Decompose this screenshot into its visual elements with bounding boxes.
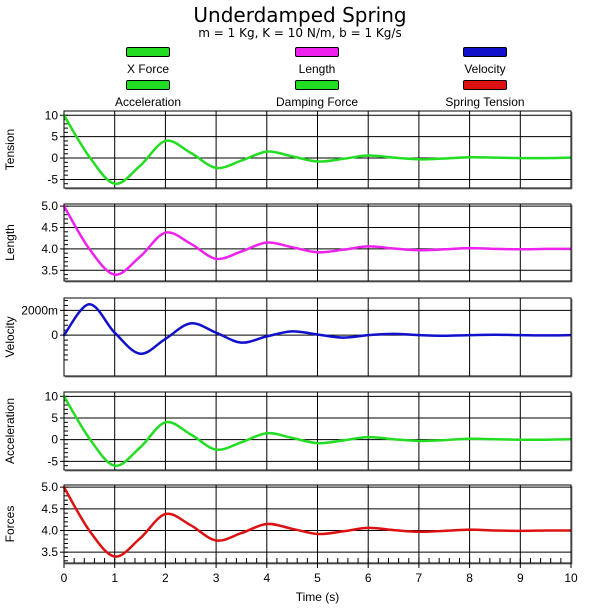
x-tick-label-3: 3 bbox=[213, 571, 220, 585]
y-tick-label-2-1: 2000m bbox=[21, 303, 58, 317]
legend-item-spring-tension[interactable]: Spring Tension bbox=[410, 80, 560, 114]
y-tick-label-4-0: 3.5 bbox=[41, 545, 58, 559]
y-tick-label-1-0: 3.5 bbox=[41, 263, 58, 277]
y-tick-label-0-1: 0 bbox=[51, 151, 58, 165]
series-line-2-0 bbox=[62, 302, 573, 355]
y-tick-label-3-0: -5 bbox=[47, 454, 58, 468]
y-tick-label-4-1: 4.0 bbox=[41, 524, 58, 538]
y-tick-label-1-1: 4.0 bbox=[41, 242, 58, 256]
plot-frame-1 bbox=[63, 203, 572, 282]
series-line-3-0 bbox=[62, 395, 573, 467]
legend-item-length[interactable]: Length bbox=[242, 47, 392, 81]
y-tick-label-4-2: 4.5 bbox=[41, 502, 58, 516]
x-tick-label-8: 8 bbox=[466, 571, 473, 585]
plot-frame-2 bbox=[63, 297, 572, 377]
y-axis-label-1: Length bbox=[3, 224, 17, 261]
chart-title: Underdamped Spring bbox=[193, 3, 407, 27]
chart-subtitle: m = 1 Kg, K = 10 N/m, b = 1 Kg/s bbox=[198, 26, 402, 40]
x-tick-label-6: 6 bbox=[365, 571, 372, 585]
y-axis-label-4: Forces bbox=[3, 506, 17, 543]
x-axis-label: Time (s) bbox=[296, 590, 340, 604]
series-line-1-0 bbox=[62, 204, 573, 276]
y-tick-label-0-2: 5 bbox=[51, 130, 58, 144]
x-tick-label-7: 7 bbox=[416, 571, 423, 585]
legend-swatch-spring-tension bbox=[463, 80, 507, 90]
legend-label-spring-tension: Spring Tension bbox=[445, 95, 525, 109]
x-tick-label-4: 4 bbox=[263, 571, 270, 585]
legend-item-acceleration[interactable]: Acceleration bbox=[73, 80, 223, 114]
y-axis-label-2: Velocity bbox=[3, 316, 17, 357]
legend-label-acceleration: Acceleration bbox=[114, 95, 182, 109]
x-tick-label-5: 5 bbox=[314, 571, 321, 585]
y-tick-label-1-3: 5.0 bbox=[41, 199, 58, 213]
y-axis-label-3: Acceleration bbox=[3, 398, 17, 464]
x-tick-label-2: 2 bbox=[162, 571, 169, 585]
x-tick-label-10: 10 bbox=[564, 571, 578, 585]
x-tick-label-0: 0 bbox=[61, 571, 68, 585]
y-tick-label-0-0: -5 bbox=[47, 172, 58, 186]
legend-swatch-velocity bbox=[463, 47, 507, 57]
y-tick-label-1-2: 4.5 bbox=[41, 221, 58, 235]
y-tick-label-2-0: 0 bbox=[51, 328, 58, 342]
legend-swatch-damping-force bbox=[295, 80, 339, 90]
y-tick-label-3-3: 10 bbox=[45, 389, 59, 403]
y-tick-label-4-3: 5.0 bbox=[41, 480, 58, 494]
y-axis-label-0: Tension bbox=[3, 129, 17, 170]
legend-item-x-force[interactable]: X Force bbox=[73, 47, 223, 81]
y-tick-label-3-2: 5 bbox=[51, 411, 58, 425]
legend-label-velocity: Velocity bbox=[464, 62, 506, 76]
x-tick-label-1: 1 bbox=[111, 571, 118, 585]
series-line-0-0 bbox=[62, 114, 573, 185]
legend-swatch-x-force bbox=[126, 47, 170, 57]
legend-label-x-force: X Force bbox=[126, 62, 169, 76]
series-line-4-0 bbox=[62, 485, 573, 558]
y-tick-label-3-1: 0 bbox=[51, 433, 58, 447]
legend-item-velocity[interactable]: Velocity bbox=[410, 47, 560, 81]
x-tick-label-9: 9 bbox=[517, 571, 524, 585]
legend-item-damping-force[interactable]: Damping Force bbox=[242, 80, 392, 114]
legend-swatch-acceleration bbox=[126, 80, 170, 90]
plot-frame-3 bbox=[63, 391, 572, 471]
legend-label-damping-force: Damping Force bbox=[275, 95, 359, 109]
legend-swatch-length bbox=[295, 47, 339, 57]
y-tick-label-0-3: 10 bbox=[45, 108, 59, 122]
plot-frame-0 bbox=[63, 110, 572, 189]
legend-label-length: Length bbox=[298, 62, 336, 76]
